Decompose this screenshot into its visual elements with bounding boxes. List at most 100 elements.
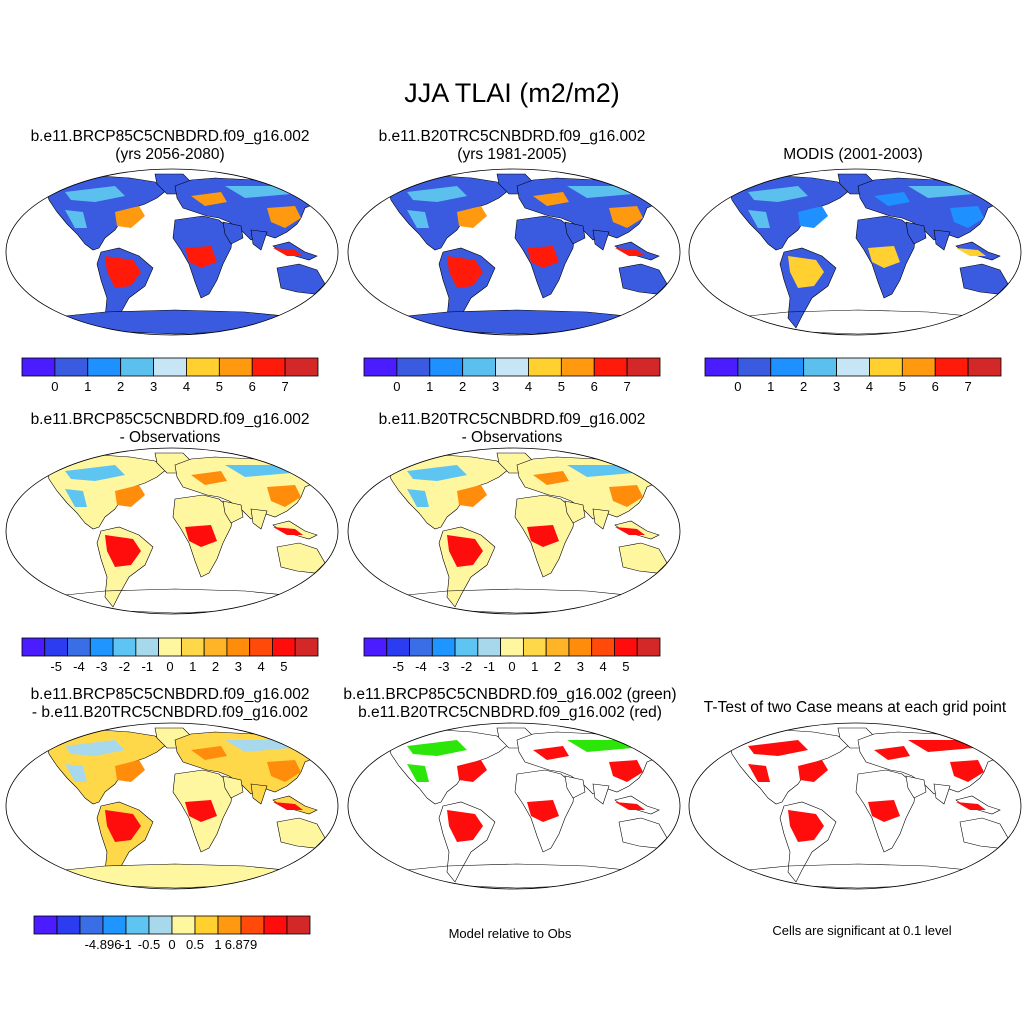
- panel-1-title: b.e11.BRCP85C5CNBDRD.f09_g16.002 (yrs 20…: [20, 128, 320, 164]
- colorbar-swatch-6: [218, 357, 253, 377]
- map-panel-8: [347, 722, 681, 890]
- colorbar-swatch-4: [836, 357, 870, 377]
- map-region-temp-3: [115, 485, 145, 507]
- panel-9-title-line1: T-Test of two Case means at each grid po…: [703, 699, 1007, 716]
- colorbar-tick-label: -0.5: [138, 937, 160, 952]
- panel-4-title-line2: - Observations: [119, 429, 221, 446]
- map-region-temp-4: [267, 206, 301, 228]
- colorbar-swatch-2: [429, 357, 464, 377]
- continent-india: [592, 508, 610, 530]
- colorbar-tick-label: -4: [415, 659, 427, 674]
- map-border: [347, 722, 681, 890]
- colorbar-panel-3: 0 1 2 3 4 5 6 7: [704, 357, 1002, 394]
- continent-india: [592, 783, 610, 805]
- colorbar-tick-label: -1: [483, 659, 495, 674]
- map-panel-4: [5, 447, 339, 615]
- map-land-layer: [44, 173, 330, 335]
- colorbar-tick-label: 0: [393, 379, 400, 394]
- map-land-layer: [386, 727, 672, 889]
- colorbar-swatch-6: [171, 915, 196, 935]
- colorbar-swatch-8: [967, 357, 1002, 377]
- colorbar-tick-label: -3: [438, 659, 450, 674]
- panel-7-title: b.e11.BRCP85C5CNBDRD.f09_g16.002 - b.e11…: [20, 686, 320, 722]
- colorbar-tick-label: -3: [96, 659, 108, 674]
- colorbar-tick-label: 7: [281, 379, 288, 394]
- colorbar-swatch-5: [869, 357, 903, 377]
- map-region-temp-3: [457, 206, 487, 228]
- continent-aus: [618, 817, 668, 849]
- panel-5-title: b.e11.B20TRC5CNBDRD.f09_g16.002 - Observ…: [362, 411, 662, 447]
- colorbar-swatch-2: [67, 637, 91, 657]
- colorbar-swatch-5: [186, 357, 220, 377]
- colorbar-tick-label: 5: [216, 379, 223, 394]
- continent-arab: [564, 775, 586, 799]
- map-region-cool-7: [567, 740, 633, 752]
- colorbar-swatch-7: [251, 357, 286, 377]
- map-region-tropic-1: [527, 525, 559, 547]
- colorbar-tick-label: 0: [168, 937, 175, 952]
- map-border: [688, 722, 1022, 890]
- map-region-temp-5: [874, 746, 910, 760]
- colorbar-tick-label: 6: [591, 379, 598, 394]
- map-region-cool-6: [65, 465, 125, 481]
- colorbar-swatch-8: [217, 915, 242, 935]
- map-region-tropic-0: [105, 535, 141, 567]
- map-border: [347, 447, 681, 615]
- panel-5-title-line2: - Observations: [461, 429, 563, 446]
- colorbar-panel-4: -5 -4 -3 -2 -1 0 1 2 3 4 5: [21, 637, 319, 674]
- colorbar-swatch-7: [194, 915, 219, 935]
- map-region-temp-4: [609, 485, 643, 507]
- map-region-temp-4: [950, 206, 984, 228]
- colorbar-swatch-7: [522, 637, 547, 657]
- continent-aus: [276, 817, 326, 849]
- colorbar-swatch-1: [54, 357, 89, 377]
- map-land-layer: [386, 173, 672, 335]
- map-region-tropic-2: [273, 802, 303, 810]
- colorbar-swatch-0: [21, 357, 56, 377]
- colorbar-swatch-3: [803, 357, 837, 377]
- continent-aus: [618, 542, 668, 574]
- ttest-note: Cells are significant at 0.1 level: [772, 923, 952, 938]
- colorbar-swatch-5: [528, 357, 562, 377]
- map-region-cool-8: [407, 210, 429, 228]
- map-land-layer: [727, 727, 1013, 889]
- map-region-tropic-0: [447, 810, 483, 842]
- map-region-tropic-2: [615, 248, 645, 256]
- colorbar-tick-label: 6: [249, 379, 256, 394]
- map-border: [5, 168, 339, 336]
- map-region-cool-7: [225, 465, 291, 477]
- colorbar-tick-label: 0: [51, 379, 58, 394]
- colorbar-tick-label: 7: [623, 379, 630, 394]
- colorbar-tick-label: 1: [189, 659, 196, 674]
- panel-8-title-line1: b.e11.BRCP85C5CNBDRD.f09_g16.002 (green): [343, 686, 677, 703]
- continent-aus: [276, 542, 326, 574]
- map-region-temp-4: [267, 760, 301, 782]
- map-panel-7: [5, 722, 339, 890]
- panel-2-title-line1: b.e11.B20TRC5CNBDRD.f09_g16.002: [378, 128, 646, 145]
- colorbar-tick-label: 0: [734, 379, 741, 394]
- map-panel-9: [688, 722, 1022, 890]
- map-panel-5: [347, 447, 681, 615]
- colorbar-swatch-10: [263, 915, 288, 935]
- map-region-tropic-1: [527, 800, 559, 822]
- colorbar-swatch-4: [112, 637, 137, 657]
- panel-1-title-line2: (yrs 2056-2080): [115, 146, 225, 163]
- map-land-layer: [727, 173, 1013, 335]
- panel-4-title: b.e11.BRCP85C5CNBDRD.f09_g16.002 - Obser…: [20, 411, 320, 447]
- continent-arab: [564, 221, 586, 245]
- map-region-tropic-1: [185, 246, 217, 268]
- colorbar-swatch-2: [79, 915, 104, 935]
- colorbar-tick-label: 6: [932, 379, 939, 394]
- colorbar-swatch-1: [56, 915, 81, 935]
- map-region-tropic-2: [615, 527, 645, 535]
- map-region-temp-3: [115, 760, 145, 782]
- map-border: [688, 168, 1022, 336]
- map-region-cool-8: [748, 210, 770, 228]
- colorbar-tick-label: 3: [235, 659, 242, 674]
- continent-india: [592, 229, 610, 251]
- panel-9-title: T-Test of two Case means at each grid po…: [690, 699, 1020, 717]
- map-region-cool-8: [748, 764, 770, 782]
- map-region-temp-5: [874, 192, 910, 206]
- continent-india: [250, 229, 268, 251]
- colorbar-tick-label: 4: [866, 379, 873, 394]
